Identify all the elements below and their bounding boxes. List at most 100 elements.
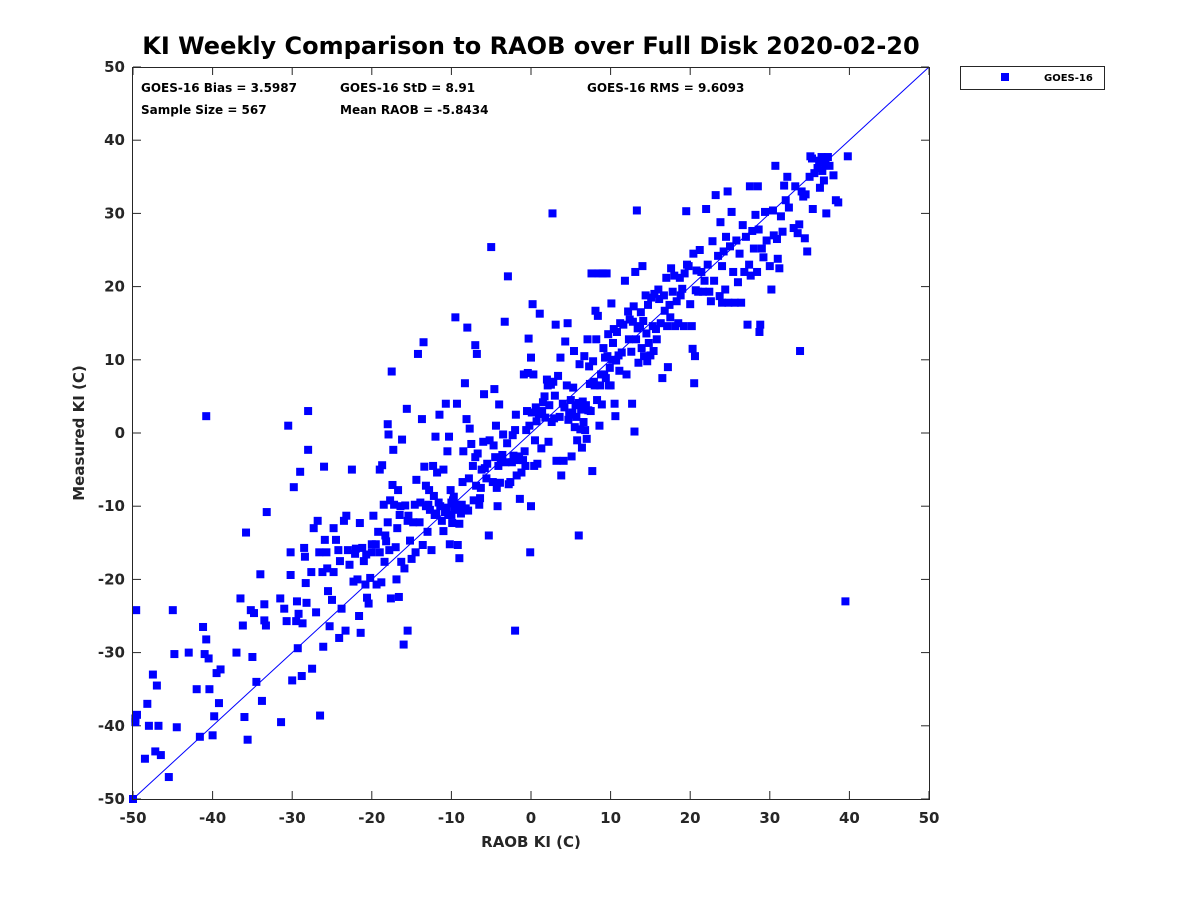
data-point — [389, 445, 398, 454]
data-point — [605, 363, 614, 372]
data-point — [300, 543, 309, 552]
data-point — [445, 432, 454, 441]
data-point — [772, 235, 781, 244]
data-point — [581, 426, 590, 435]
data-point — [526, 548, 535, 557]
x-tick-label: 50 — [919, 809, 940, 827]
data-point — [813, 164, 822, 173]
data-point — [192, 685, 201, 694]
data-point — [202, 635, 211, 644]
data-point — [491, 421, 500, 430]
data-point — [334, 546, 343, 555]
data-point — [719, 247, 728, 256]
y-tick-label: 40 — [104, 131, 125, 149]
stat-rms: GOES-16 RMS = 9.6093 — [587, 81, 744, 95]
data-point — [630, 427, 639, 436]
y-axis-label: Measured KI (C) — [70, 365, 88, 501]
data-point — [550, 414, 559, 423]
data-point — [615, 366, 624, 375]
data-point — [484, 531, 493, 540]
data-point — [781, 196, 790, 205]
data-point — [629, 302, 638, 311]
data-point — [200, 650, 209, 659]
data-point — [170, 650, 179, 659]
data-point — [807, 154, 816, 163]
data-point — [503, 439, 512, 448]
data-point — [210, 712, 219, 721]
data-point — [420, 462, 429, 471]
data-point — [345, 560, 354, 569]
data-point — [377, 578, 386, 587]
data-point — [780, 181, 789, 190]
data-point — [715, 292, 724, 301]
data-point — [260, 600, 269, 609]
data-point — [801, 190, 810, 199]
data-point — [301, 579, 310, 588]
data-point — [292, 597, 301, 606]
data-point — [277, 718, 286, 727]
data-point — [431, 432, 440, 441]
data-point — [406, 536, 415, 545]
data-point — [472, 481, 481, 490]
data-point — [260, 616, 269, 625]
data-point — [730, 298, 739, 307]
data-point — [767, 285, 776, 294]
data-point — [421, 481, 430, 490]
data-point — [644, 300, 653, 309]
legend: GOES-16 — [960, 66, 1105, 90]
data-point — [413, 349, 422, 358]
data-point — [495, 400, 504, 409]
data-point — [432, 509, 441, 518]
data-point — [309, 524, 318, 533]
data-point — [524, 334, 533, 343]
data-point — [552, 456, 561, 465]
data-point — [323, 564, 332, 573]
data-point — [424, 500, 433, 509]
y-tick-label: -40 — [98, 717, 125, 735]
data-point — [551, 320, 560, 329]
data-point — [762, 236, 771, 245]
data-point — [663, 322, 672, 331]
data-point — [202, 412, 211, 421]
data-point — [491, 453, 500, 462]
data-point — [458, 478, 467, 487]
data-point — [342, 511, 351, 520]
stat-sample-size: Sample Size = 567 — [141, 103, 267, 117]
data-point — [723, 187, 732, 196]
data-point — [716, 218, 725, 227]
data-point — [473, 449, 482, 458]
data-point — [586, 407, 595, 416]
data-point — [292, 617, 301, 626]
data-point — [574, 531, 583, 540]
data-point — [771, 161, 780, 170]
data-point — [387, 367, 396, 376]
data-point — [612, 327, 621, 336]
data-point — [468, 461, 477, 470]
data-point — [549, 377, 558, 386]
data-point — [339, 516, 348, 525]
data-point — [674, 319, 683, 328]
data-point — [324, 587, 333, 596]
data-point — [729, 267, 738, 276]
data-point — [427, 546, 436, 555]
data-point — [294, 609, 303, 618]
data-point — [561, 337, 570, 346]
data-point — [783, 172, 792, 181]
data-point — [302, 598, 311, 607]
data-point — [628, 317, 637, 326]
data-point — [688, 344, 697, 353]
data-point — [359, 557, 368, 566]
data-point — [519, 456, 528, 465]
data-point — [391, 543, 400, 552]
stat-std: GOES-16 StD = 8.91 — [340, 81, 475, 95]
data-point — [692, 266, 701, 275]
data-point — [288, 676, 297, 685]
data-point — [472, 349, 481, 358]
data-point — [566, 396, 575, 405]
data-point — [515, 494, 524, 503]
data-point — [331, 535, 340, 544]
data-point — [761, 207, 770, 216]
data-point — [612, 356, 621, 365]
data-point — [745, 182, 754, 191]
